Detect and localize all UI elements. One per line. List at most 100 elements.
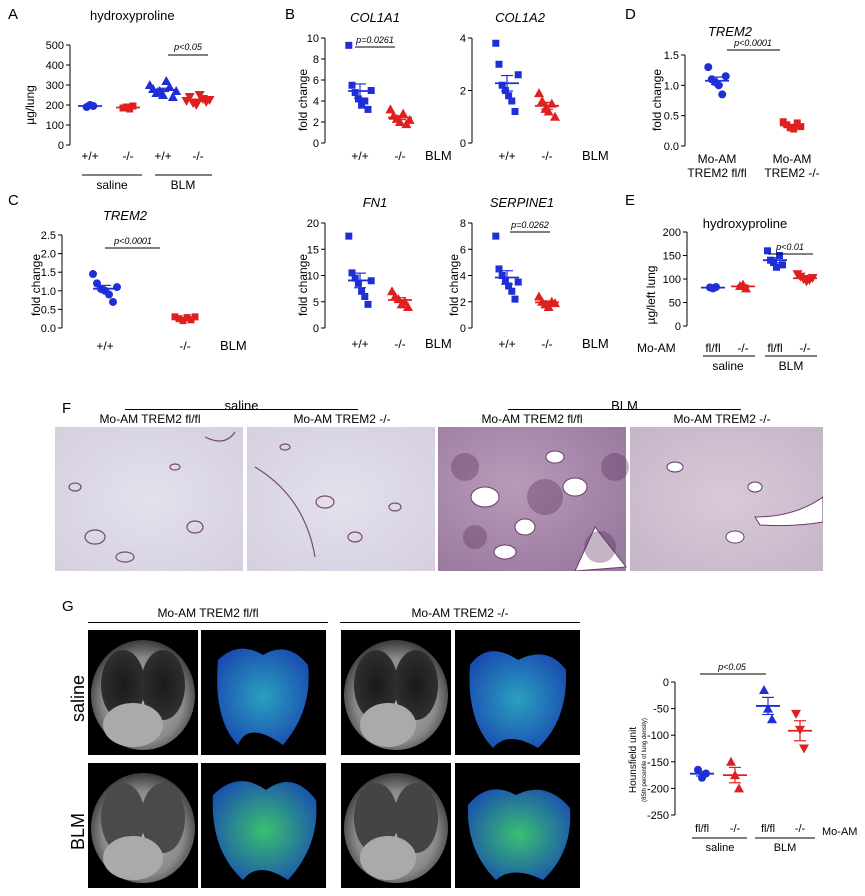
data-point [779,261,786,269]
chart-title: TREM2 [103,208,148,223]
chart-title: COL1A2 [495,10,546,25]
y-tick-label: 10 [307,33,319,45]
chart-c: TREM2 fold change 0.0 0.5 1.0 1.5 2.0 2.5 +/+ -… [29,208,247,353]
x-tick-label: +/+ [81,149,98,163]
y-tick-label: -100 [647,730,669,742]
data-point [358,101,366,109]
y-tick-label: -50 [653,704,669,716]
data-point [498,272,506,279]
panel-letter-a: A [8,6,19,23]
chart-d: TREM2 fold change 0.0 0.5 1.0 1.5 Mo-AM TRE… [650,24,820,180]
group-label-blm: BLM [611,398,638,413]
histology-images [55,427,823,571]
y-tick-label: -150 [647,757,669,769]
data-point [354,279,362,287]
x-tick-label: -/- [394,337,405,351]
data-point [179,317,187,325]
x-tick-label: -/- [179,339,190,353]
y-tick-label: 0 [460,323,466,335]
chart-g: Hounsfield unit (85th percentile of lung… [628,662,857,854]
y-tick-label: -200 [647,783,669,795]
x-tick-label: fl/fl [695,823,709,835]
y-tick-label: 500 [46,40,64,52]
data-point [759,684,769,694]
data-point [109,297,117,306]
data-point [404,114,415,124]
chart-pval: p<0.0001 [113,236,152,246]
y-tick-label: 2 [460,297,466,309]
data-point [351,89,359,97]
data-point [505,282,513,290]
data-point [348,81,356,89]
y-tick-label: 0 [58,140,64,152]
data-point [791,709,801,719]
data-point [348,269,356,277]
chart-pval: p<0.01 [775,242,804,252]
data-point [501,277,509,285]
chart-title: hydroxyproline [703,216,788,231]
chart-ylabel2: (85th percentile of lung density) [642,718,648,802]
chart-ylabel: fold change [447,254,461,316]
data-point [734,783,744,793]
data-point [364,105,372,113]
y-tick-label: 1.5 [41,267,56,279]
chart-group: BLM [779,359,804,373]
histology-label: Mo-AM TREM2 fl/fl [99,412,201,426]
x-tick-label: -/- [730,823,741,835]
chart-a-ylabel: µg/lung [23,85,37,125]
data-point [184,93,195,102]
chart-tail: BLM [582,336,609,351]
chart-e: hydroxyproline µg/left lung 0 50 100 150 200… [637,216,818,373]
y-tick-label: 0.5 [664,111,679,123]
x-tick-label: +/+ [351,337,368,351]
data-point [797,123,805,131]
data-point [167,92,178,101]
data-point [767,714,777,724]
y-tick-label: 200 [663,227,681,239]
chart-a: hydroxyproline µg/lung 0100200300400500 … [23,8,215,190]
x-tick-label: +/+ [351,149,368,163]
y-tick-label: 20 [307,218,319,230]
ct-row-label-blm: BLM [68,812,88,850]
data-point [89,270,97,279]
data-point [492,39,500,47]
y-tick-label: 0 [313,138,319,150]
ct-header-fl-fl: Mo-AM TREM2 fl/fl [157,606,259,620]
data-point [113,283,121,292]
data-point [511,295,519,303]
chart-pval: p<0.05 [717,662,747,672]
ct-row-label-saline: saline [68,674,88,722]
data-point [793,119,801,127]
y-tick-label: 0 [460,138,466,150]
panel-letter-c: C [8,192,19,209]
histology-label: Mo-AM TREM2 fl/fl [481,412,583,426]
panel-letter-g: G [62,598,74,615]
data-point [537,96,548,105]
data-point [361,97,369,105]
y-tick-label: 1.0 [41,286,56,298]
data-point [358,287,366,295]
ct-header-ko: Mo-AM TREM2 -/- [411,606,509,620]
ct-header-line [340,622,580,623]
data-point [351,274,359,282]
chart-xtick: Mo-AM [698,152,737,166]
y-tick-label: 150 [663,251,681,263]
chart-xtick2: TREM2 -/- [764,166,819,180]
chart-ylabel: fold change [650,69,664,131]
chart-pval: p=0.0262 [510,220,549,230]
data-point [799,744,809,754]
data-point [191,101,202,110]
chart-b-serpine1: SERPINE1 fold change 0 2 4 6 8 +/+ -/- BLM p=0… [447,195,609,351]
data-point [514,278,522,286]
data-point [790,125,798,133]
data-point [704,63,713,72]
chart-ylabel: fold change [296,69,310,131]
chart-ylabel: µg/left lung [644,266,658,325]
chart-xtick2: TREM2 fl/fl [687,166,746,180]
histology-fl-fl-saline [55,427,243,571]
panel-letter-f: F [62,400,72,417]
data-point [158,90,168,99]
y-tick-label: 2.0 [41,249,56,261]
data-point [361,293,369,300]
histology-label: Mo-AM TREM2 -/- [293,412,391,426]
